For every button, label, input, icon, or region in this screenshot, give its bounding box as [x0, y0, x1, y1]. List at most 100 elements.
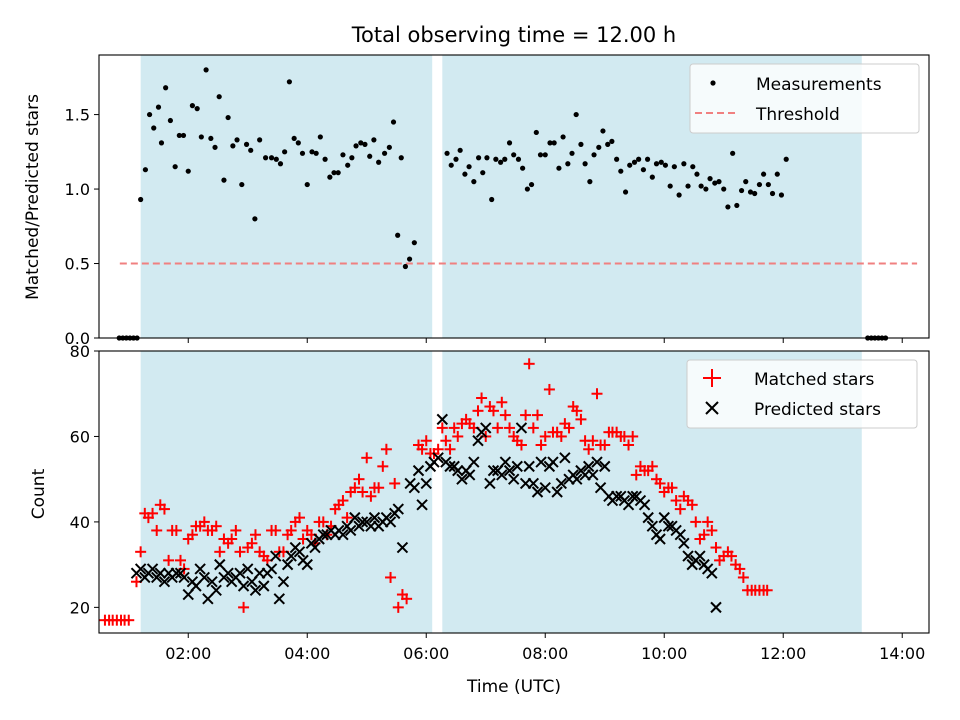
count-plot-legend: Matched stars Predicted stars — [686, 359, 918, 429]
matched-star-point — [175, 554, 187, 566]
measurement-point — [230, 143, 236, 149]
measurement-point — [730, 150, 736, 156]
matched-star-point — [725, 550, 737, 562]
matched-star-point — [317, 516, 329, 528]
measurement-point — [676, 192, 682, 198]
measurement-point — [747, 189, 754, 195]
measurement-point — [221, 177, 227, 183]
matched-star-point — [444, 443, 456, 455]
measurement-point — [406, 256, 413, 262]
matched-star-point — [702, 516, 714, 528]
predicted-star-point — [496, 469, 508, 481]
measurement-point — [587, 179, 593, 185]
ratio-y-tick-label: 1.0 — [65, 180, 90, 199]
measurement-point — [502, 156, 508, 162]
predicted-star-point — [293, 546, 306, 558]
matched-star-point — [698, 529, 710, 541]
measurement-point — [520, 165, 526, 171]
measurement-point — [498, 159, 504, 165]
predicted-star-point — [571, 473, 583, 485]
predicted-star-point — [503, 464, 516, 477]
measurement-point — [317, 134, 323, 140]
measurement-point — [381, 150, 388, 156]
measurement-point — [353, 143, 359, 149]
measurement-point — [716, 179, 722, 185]
measurement-point — [738, 187, 745, 194]
measurement-point — [212, 144, 218, 150]
x-tick-label: 10:00 — [641, 644, 687, 663]
predicted-star-point — [317, 529, 330, 541]
matched-star-point — [246, 537, 258, 549]
measurement-point — [662, 162, 669, 168]
measurement-point — [448, 162, 454, 168]
matched-star-point — [654, 477, 666, 489]
predicted-star-point — [582, 460, 595, 473]
predicted-star-point — [408, 482, 421, 494]
matched-star-point — [670, 495, 682, 507]
measurement-point — [591, 152, 597, 158]
measurement-point — [515, 156, 522, 162]
measurement-point — [243, 141, 250, 147]
matched-star-point — [646, 460, 658, 472]
matched-star-point — [186, 529, 198, 541]
measurement-point — [457, 147, 463, 153]
measurement-point — [528, 181, 535, 188]
matched-star-point — [487, 405, 499, 417]
matched-star-point — [587, 435, 599, 447]
predicted-star-point — [511, 460, 523, 473]
predicted-star-point — [202, 593, 214, 605]
matched-star-point — [476, 392, 488, 404]
predicted-star-point — [480, 422, 492, 434]
matched-star-point — [583, 443, 595, 455]
predicted-star-point — [463, 469, 476, 481]
measurement-point — [208, 135, 214, 142]
matched-star-point — [734, 563, 746, 575]
matched-star-point — [571, 405, 583, 417]
predicted-star-point — [678, 537, 690, 549]
matched-star-point — [158, 503, 170, 515]
measurement-point — [556, 165, 562, 171]
x-tick-label: 08:00 — [522, 644, 568, 663]
measurement-point — [712, 180, 718, 186]
predicted-star-point — [242, 563, 254, 575]
matched-star-point — [448, 422, 460, 434]
predicted-star-point — [206, 576, 218, 588]
measurement-point — [506, 140, 513, 146]
matched-star-point — [238, 601, 250, 613]
measurement-point — [167, 117, 173, 124]
predicted-star-point — [337, 529, 349, 541]
measurement-point — [358, 140, 364, 146]
predicted-star-point — [646, 520, 659, 532]
predicted-star-point — [559, 452, 571, 464]
measurement-point — [386, 144, 392, 150]
predicted-star-point — [234, 567, 246, 579]
matched-star-point — [563, 422, 575, 434]
measurement-point — [582, 161, 588, 167]
matched-star-point — [440, 435, 452, 447]
measurement-point — [533, 129, 539, 136]
measurement-point — [189, 103, 196, 109]
measurement-point — [411, 240, 417, 246]
matched-star-point — [357, 486, 369, 498]
x-tick-label: 14:00 — [879, 644, 925, 663]
measurement-point — [609, 138, 615, 144]
measurement-point — [480, 170, 486, 176]
measurement-point — [340, 152, 346, 158]
matched-star-point — [163, 554, 175, 566]
count-y-tick-label: 40 — [70, 513, 90, 532]
matched-star-point — [737, 571, 749, 583]
measurement-point — [335, 170, 341, 176]
measurement-point — [234, 137, 240, 143]
predicted-star-point — [694, 550, 706, 562]
predicted-star-point — [654, 533, 666, 545]
ratio-plot-frame — [98, 54, 930, 339]
chart-title: Total observing time = 12.00 h — [351, 23, 676, 47]
measurement-point — [390, 119, 397, 125]
predicted-star-point — [642, 511, 654, 524]
measurement-point — [172, 164, 178, 170]
predicted-star-point — [674, 529, 687, 541]
matched-star-point — [198, 516, 210, 528]
measurement-point — [573, 111, 579, 118]
predicted-star-point — [555, 477, 568, 490]
